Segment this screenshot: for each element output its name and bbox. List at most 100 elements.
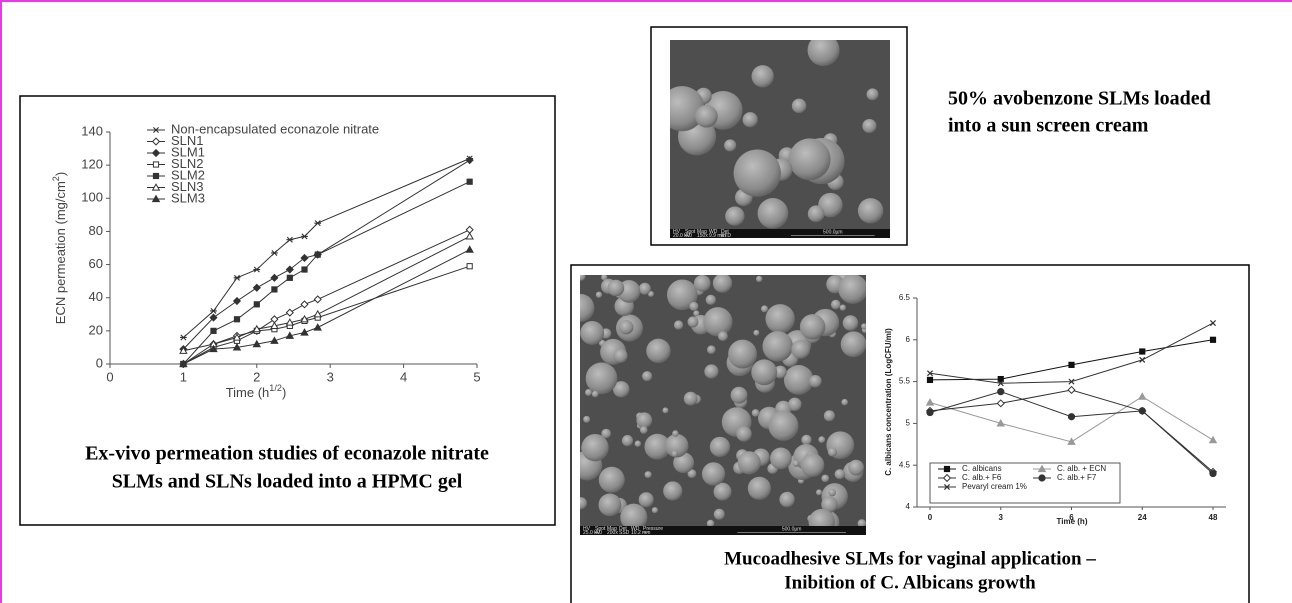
particle [725,207,744,226]
particle [809,375,822,388]
particle [791,340,810,359]
particle [765,304,794,333]
y-axis-label: ECN permeation (mg/cm2) [51,172,68,324]
data-point [1069,362,1074,367]
x-tick-label: 24 [1138,513,1147,522]
particle [652,507,658,513]
particle [622,435,633,446]
particle [738,451,761,474]
particle [779,492,794,507]
particle [710,437,730,457]
particle [801,435,811,445]
x-axis-label: Time (h) [1057,517,1088,526]
caption: Mucoadhesive SLMs for vaginal applicatio… [724,548,1096,569]
legend-label: SLM3 [171,190,205,205]
particle [684,392,698,406]
y-tick-label: 5.5 [899,377,911,386]
page: {"chart_data": [ {"type": "line", "x_lab… [0,0,1292,603]
particle [724,139,736,151]
particle [808,205,825,222]
sem-info-value: 4.0 [595,530,602,536]
particle [601,429,611,439]
particle [751,359,777,385]
axis-label-text: ) [282,385,286,400]
slide: Ex-vivo permeation studies of econazole … [0,0,1292,603]
y-tick-label: 4.5 [899,460,911,469]
x-tick-label: 2 [253,369,260,384]
sem-info-value: 150x [697,233,708,239]
particle [838,274,867,303]
particle [713,274,732,293]
legend-label: C. alb.+ F6 [962,473,1002,482]
y-tick-label: 6.5 [899,293,911,302]
legend-marker [1039,475,1045,481]
x-tick-label: 3 [999,513,1004,522]
particle [841,399,848,406]
particle [639,283,651,295]
data-point [254,302,259,307]
particle [599,493,622,516]
particle [672,450,678,456]
particle [762,331,792,361]
particle [586,363,618,395]
caption: Ex-vivo permeation studies of econazole … [85,443,489,465]
sem-scale-label: 500.0µm [782,526,802,532]
particle [636,412,652,428]
y-axis-label: C. albicans concentration (LogCFU/ml) [884,328,893,476]
data-point [211,328,216,333]
particle [736,426,751,441]
y-tick-label: 40 [89,289,103,304]
particle [818,436,825,443]
particle [703,307,732,336]
particle [848,460,864,476]
particle [789,138,831,180]
particle [639,492,654,507]
particle [752,409,760,417]
y-tick-label: 4 [906,502,911,511]
particle [688,316,699,327]
data-point [1139,408,1145,414]
x-tick-label: 3 [327,369,334,384]
axis-label-text: ) [53,172,68,176]
x-tick-label: 0 [928,513,933,522]
particle [792,99,807,114]
particle [734,149,781,196]
particle [646,339,670,363]
particle [828,489,836,497]
y-tick-label: 5 [906,419,911,428]
particle [752,65,774,87]
sem-info-value: 200x [607,530,618,536]
particle [580,321,604,345]
legend-marker [944,466,949,471]
axis-label-text: C. albicans concentration (LogCFU/ml) [884,328,893,476]
sem-info-value: ETD [721,233,731,239]
particle [619,320,633,334]
particle [841,331,867,357]
axis-label-text: Time (h [226,385,270,400]
particle [743,112,758,127]
legend-label: C. albicans [962,464,1002,473]
particle [867,88,879,100]
particle [695,105,718,128]
particle [831,300,841,310]
particle [662,407,668,413]
y-tick-label: 60 [89,256,103,271]
particle [821,475,829,483]
y-tick-label: 6 [906,335,911,344]
particle [635,440,641,446]
data-point [1210,337,1215,342]
particle [645,471,652,478]
particle [801,453,824,476]
particle [694,275,711,292]
particle [613,349,627,363]
particle [642,371,652,381]
y-tick-label: 80 [89,223,103,238]
data-point [467,264,472,269]
particle [714,509,725,520]
particle [596,292,602,298]
particle [843,315,859,331]
sem-scale-label: 500.0µm [823,229,843,235]
particle [718,331,728,341]
x-tick-label: 1 [180,369,187,384]
x-tick-label: 48 [1209,513,1218,522]
